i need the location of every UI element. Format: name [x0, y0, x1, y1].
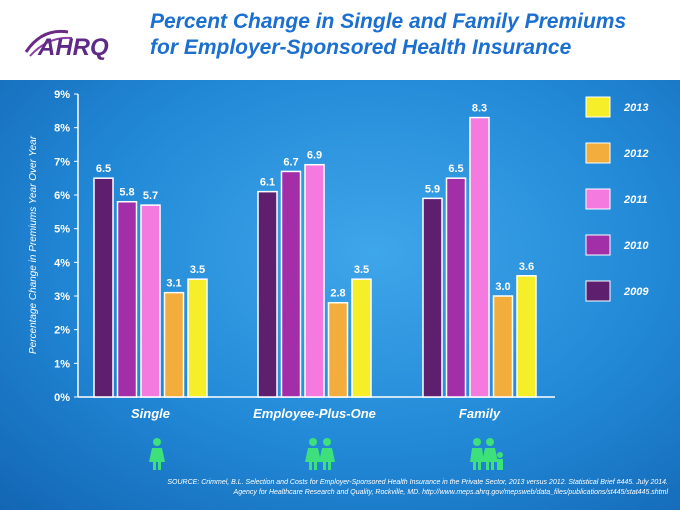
bar: [280, 170, 302, 398]
logo-text: AHRQ: [37, 34, 109, 61]
data-label: 6.7: [283, 156, 298, 168]
chart-title-line1: Percent Change in Single and Family Prem…: [150, 10, 627, 33]
legend-label: 2013: [623, 102, 648, 114]
bars: [93, 116, 537, 398]
data-label: 6.9: [307, 150, 322, 162]
legend-swatch: [585, 142, 611, 164]
source-note: SOURCE: Crimmel, B.L. Selection and Cost…: [150, 478, 668, 498]
data-label: 6.1: [260, 177, 275, 189]
bar: [187, 278, 208, 398]
data-label: 3.6: [519, 261, 534, 273]
legend-swatch: [585, 280, 611, 302]
y-tick-label: 2%: [54, 325, 70, 337]
legend-swatch: [585, 188, 611, 210]
data-label: 5.7: [143, 190, 158, 202]
legend-label: 2009: [623, 286, 649, 298]
y-tick-label: 1%: [54, 358, 70, 370]
category-labels: Single Employee-Plus-One Family: [131, 406, 501, 421]
chart-title-line2: for Employer-Sponsored Health Insurance: [150, 36, 572, 59]
y-tick-label: 6%: [54, 190, 70, 202]
bar: [327, 301, 349, 398]
bar: [351, 278, 372, 398]
bar: [422, 197, 443, 398]
single-person-icon: [149, 438, 165, 470]
data-label: 5.8: [119, 187, 134, 199]
bar: [445, 177, 467, 398]
bar: [257, 190, 278, 398]
data-label: 6.5: [96, 163, 111, 175]
bar: [140, 204, 161, 398]
bar: [492, 295, 514, 398]
ahrq-logo: AHRQ: [24, 29, 109, 61]
data-label: 3.5: [354, 264, 369, 276]
data-labels: 6.5 5.8 5.7 3.1 3.5 6.1 6.7 6.9 2.8 3.5 5.9 6.5 8.3 3…: [96, 103, 534, 300]
category-label: Single: [131, 406, 170, 421]
y-tick-label: 8%: [54, 123, 70, 135]
bar: [93, 177, 114, 398]
data-label: 3.5: [190, 264, 205, 276]
data-label: 3.0: [495, 281, 510, 293]
family-icon: [470, 438, 503, 470]
y-tick-label: 3%: [54, 291, 70, 303]
data-label: 3.1: [166, 278, 181, 290]
y-tick-label: 0%: [54, 392, 70, 404]
bar: [163, 291, 185, 398]
data-label: 2.8: [330, 288, 345, 300]
legend-label: 2012: [623, 148, 648, 160]
legend-swatch: [585, 96, 611, 118]
legend-swatch: [585, 234, 611, 256]
data-label: 5.9: [425, 183, 440, 195]
data-label: 6.5: [448, 163, 463, 175]
bar: [469, 116, 490, 398]
logo-swoosh-icon: [24, 29, 73, 57]
data-label: 8.3: [472, 103, 487, 115]
legend-label: 2011: [623, 194, 648, 206]
source-line1: SOURCE: Crimmel, B.L. Selection and Cost…: [167, 479, 668, 486]
legend: 2013 2012 2011 2010 2009: [585, 96, 649, 302]
y-tick-label: 5%: [54, 224, 70, 236]
bar: [116, 200, 138, 398]
source-line2: Agency for Healthcare Research and Quali…: [233, 489, 668, 496]
category-label: Family: [459, 406, 501, 421]
bar: [516, 275, 537, 398]
bar: [304, 163, 325, 398]
y-tick-label: 7%: [54, 156, 70, 168]
legend-label: 2010: [623, 240, 649, 252]
header: AHRQ Percent Change in Single and Family…: [0, 0, 680, 80]
y-axis-label: Percentage Change in Premiums Year Over …: [28, 135, 39, 354]
y-tick-label: 4%: [54, 257, 70, 269]
two-persons-icon: [305, 438, 335, 470]
y-tick-label: 9%: [54, 89, 70, 101]
category-label: Employee-Plus-One: [253, 406, 376, 421]
